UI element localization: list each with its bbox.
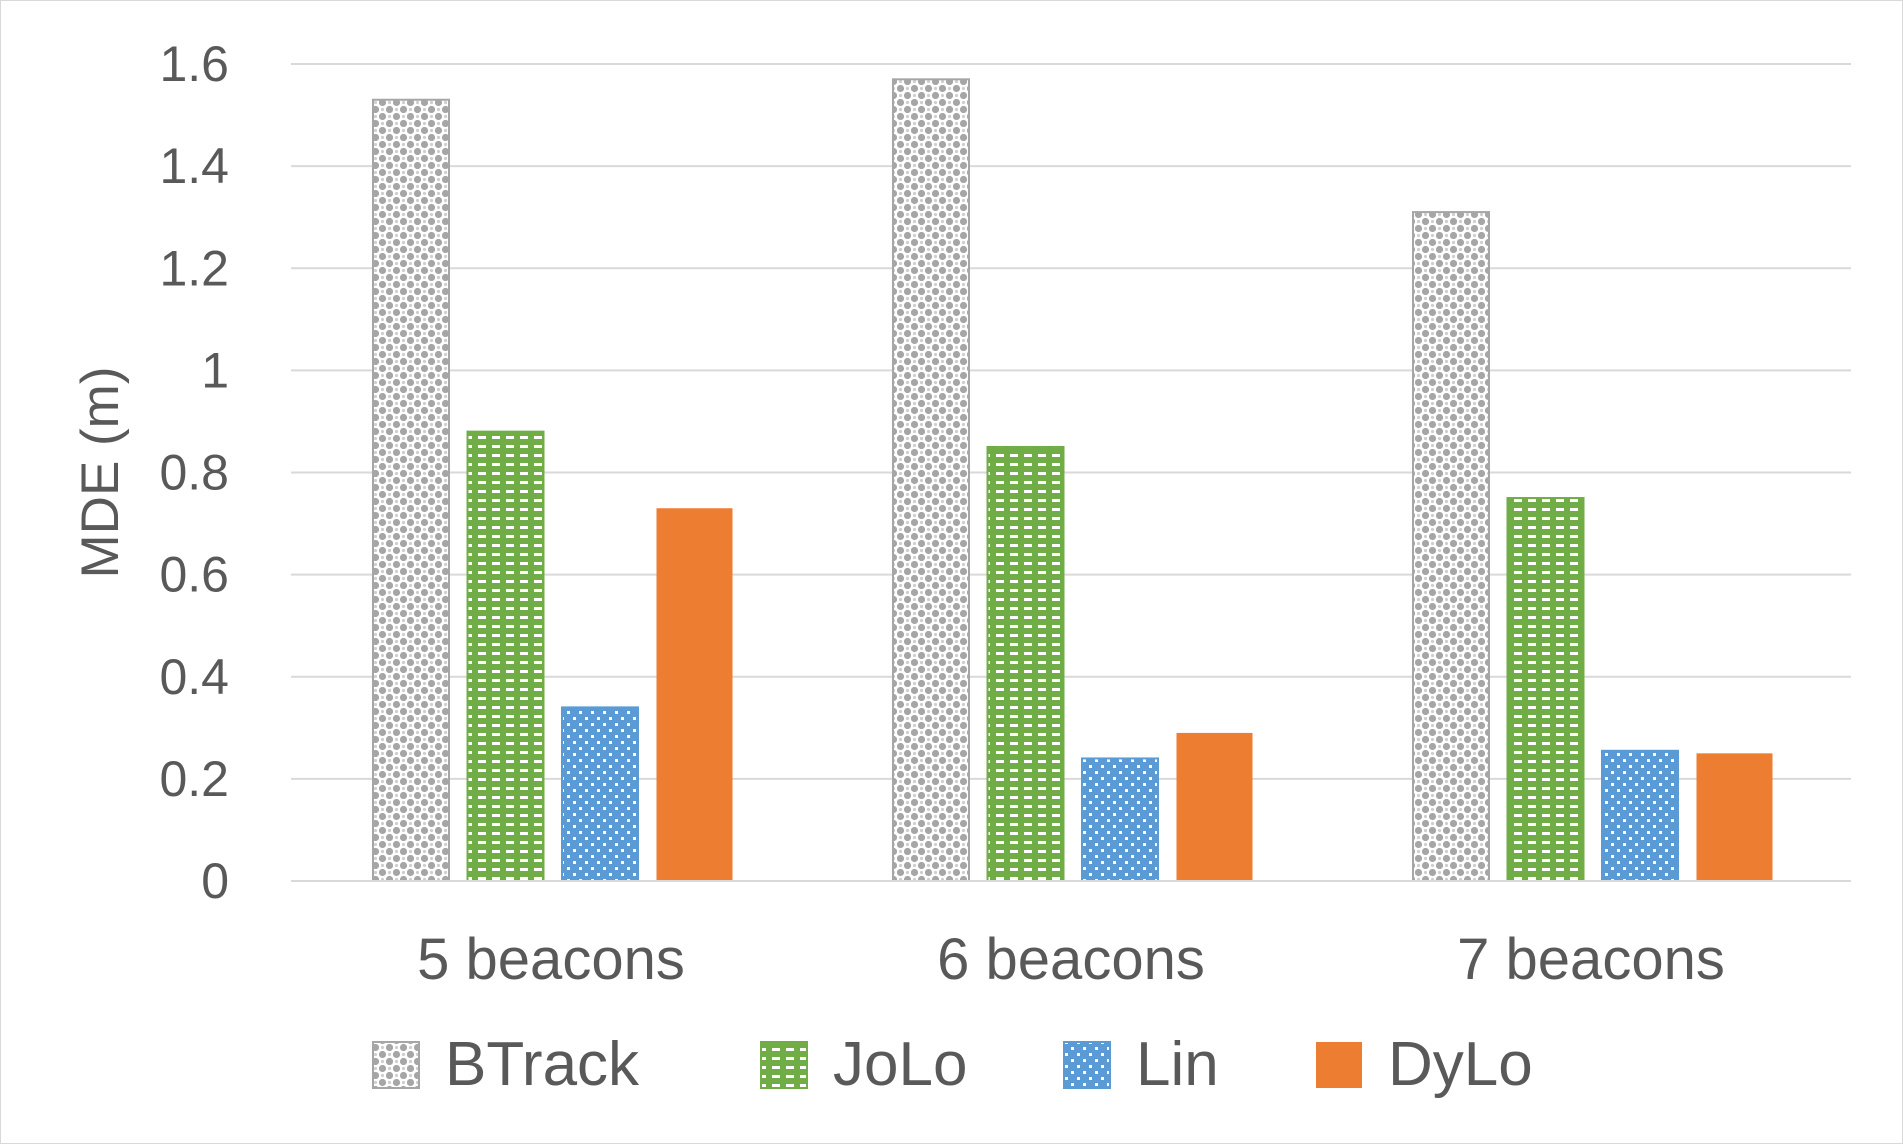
y-tick-label: 1 xyxy=(201,342,229,398)
y-tick-label: 0.2 xyxy=(159,751,229,807)
y-tick-label: 0.8 xyxy=(159,445,229,501)
y-tick-label: 1.6 xyxy=(159,36,229,92)
bar-dylo xyxy=(1696,753,1773,881)
legend-label-lin: Lin xyxy=(1136,1030,1219,1099)
x-tick-label: 5 beacons xyxy=(417,927,685,992)
legend-label-dylo: DyLo xyxy=(1388,1030,1533,1099)
x-tick-label: 6 beacons xyxy=(937,927,1205,992)
legend-label-jolo: JoLo xyxy=(833,1030,967,1099)
y-axis-label: MDE (m) xyxy=(71,367,130,579)
axes: 0 0.2 0.4 0.6 0.8 1 1.2 1.4 1.6 MDE (m) 5 beacons 6… xyxy=(71,36,1851,992)
y-tick-label: 0 xyxy=(201,853,229,909)
y-tick-label: 0.4 xyxy=(159,649,229,705)
legend-swatch-btrack xyxy=(372,1041,420,1089)
x-tick-label: 7 beacons xyxy=(1457,927,1725,992)
bar-lin xyxy=(1601,749,1679,883)
gridlines xyxy=(291,63,1851,882)
legend-swatch-dylo xyxy=(1316,1042,1362,1088)
legend-label-btrack: BTrack xyxy=(445,1030,640,1099)
bar-btrack xyxy=(1412,211,1490,883)
bar-btrack xyxy=(372,98,450,882)
bar-dylo xyxy=(656,508,733,881)
legend-swatch-lin xyxy=(1063,1041,1111,1089)
y-tick-label: 0.6 xyxy=(159,547,229,603)
bar-btrack xyxy=(892,78,970,883)
y-tick-label: 1.2 xyxy=(159,240,229,296)
bar-jolo xyxy=(1506,497,1585,882)
bar-lin xyxy=(1081,757,1159,883)
y-tick-label: 1.4 xyxy=(159,138,229,194)
bars xyxy=(372,78,1773,883)
legend: BTrack JoLo Lin DyLo xyxy=(372,1030,1533,1099)
bar-jolo xyxy=(986,445,1065,882)
legend-swatch-jolo xyxy=(760,1041,808,1089)
bar-jolo xyxy=(466,430,545,882)
bar-lin xyxy=(561,706,639,883)
bar-dylo xyxy=(1176,732,1253,881)
